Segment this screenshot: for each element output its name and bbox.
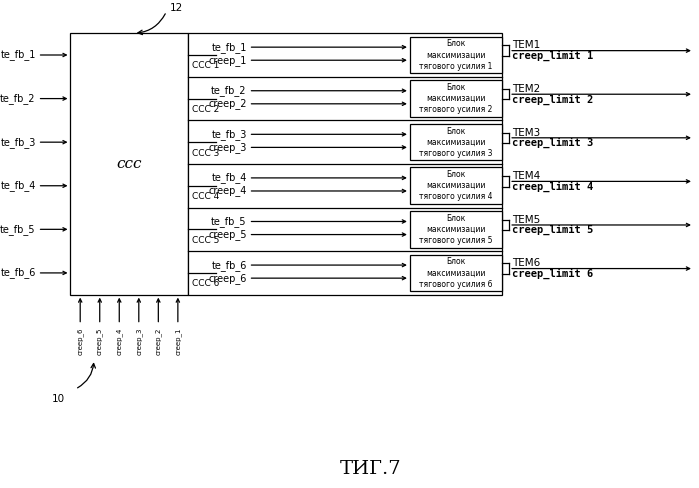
Text: te_fb_5: te_fb_5 bbox=[0, 224, 36, 235]
Text: te_fb_4: te_fb_4 bbox=[211, 172, 247, 183]
Text: Блок
максимизации
тягового усилия 6: Блок максимизации тягового усилия 6 bbox=[419, 257, 493, 288]
Text: creep_limit 5: creep_limit 5 bbox=[512, 225, 593, 235]
Text: Блок
максимизации
тягового усилия 5: Блок максимизации тягового усилия 5 bbox=[419, 214, 493, 245]
Text: creep_4: creep_4 bbox=[208, 185, 247, 197]
Text: ТЕМ6: ТЕМ6 bbox=[512, 258, 540, 268]
Bar bbox=[71, 33, 187, 295]
Text: te_fb_4: te_fb_4 bbox=[1, 180, 36, 191]
Text: creep_limit 4: creep_limit 4 bbox=[512, 182, 593, 192]
Text: creep_5: creep_5 bbox=[208, 229, 247, 240]
Text: creep_1: creep_1 bbox=[175, 327, 181, 355]
Text: CCC 2: CCC 2 bbox=[192, 105, 219, 114]
Text: creep_6: creep_6 bbox=[208, 273, 247, 284]
Text: ТЕМ4: ТЕМ4 bbox=[512, 171, 540, 181]
Text: te_fb_2: te_fb_2 bbox=[211, 85, 247, 96]
Text: te_fb_6: te_fb_6 bbox=[211, 260, 247, 270]
Text: te_fb_5: te_fb_5 bbox=[211, 216, 247, 227]
Text: CCC 1: CCC 1 bbox=[192, 61, 219, 70]
Text: te_fb_3: te_fb_3 bbox=[211, 129, 247, 140]
Bar bbox=[410, 211, 502, 247]
Text: te_fb_3: te_fb_3 bbox=[1, 137, 36, 147]
Text: ТЕМ2: ТЕМ2 bbox=[512, 84, 540, 94]
Text: ТЕМ3: ТЕМ3 bbox=[512, 127, 540, 138]
Bar bbox=[410, 37, 502, 73]
Text: ТЕМ5: ТЕМ5 bbox=[512, 215, 540, 225]
Text: creep_5: creep_5 bbox=[96, 327, 103, 355]
Bar bbox=[410, 124, 502, 161]
Text: CCC 4: CCC 4 bbox=[192, 192, 219, 201]
Text: creep_limit 2: creep_limit 2 bbox=[512, 94, 593, 104]
Text: 12: 12 bbox=[169, 3, 182, 13]
Text: Блок
максимизации
тягового усилия 3: Блок максимизации тягового усилия 3 bbox=[419, 126, 493, 158]
Text: creep_3: creep_3 bbox=[136, 327, 142, 355]
Text: CCC 6: CCC 6 bbox=[192, 279, 219, 288]
Text: ТЕМ1: ТЕМ1 bbox=[512, 41, 540, 50]
Text: te_fb_6: te_fb_6 bbox=[1, 267, 36, 278]
Text: te_fb_1: te_fb_1 bbox=[1, 50, 36, 61]
Text: creep_limit 1: creep_limit 1 bbox=[512, 51, 593, 61]
Text: CCC 5: CCC 5 bbox=[192, 236, 219, 244]
Text: te_fb_1: te_fb_1 bbox=[211, 41, 247, 53]
Text: ΤИГ.7: ΤИГ.7 bbox=[340, 460, 401, 478]
Bar bbox=[187, 33, 502, 295]
Text: ccc: ccc bbox=[116, 157, 142, 171]
Text: CCC 3: CCC 3 bbox=[192, 148, 219, 158]
Text: creep_4: creep_4 bbox=[116, 327, 122, 355]
Text: creep_limit 6: creep_limit 6 bbox=[512, 269, 593, 279]
Text: creep_2: creep_2 bbox=[155, 327, 161, 355]
Text: creep_6: creep_6 bbox=[77, 327, 84, 355]
Text: te_fb_2: te_fb_2 bbox=[0, 93, 36, 104]
Text: 10: 10 bbox=[52, 394, 65, 404]
Text: creep_3: creep_3 bbox=[208, 142, 247, 153]
Text: Блок
максимизации
тягового усилия 1: Блок максимизации тягового усилия 1 bbox=[419, 40, 492, 71]
Text: creep_limit 3: creep_limit 3 bbox=[512, 138, 593, 148]
Bar bbox=[410, 81, 502, 117]
Bar bbox=[410, 167, 502, 204]
Text: Блок
максимизации
тягового усилия 4: Блок максимизации тягового усилия 4 bbox=[419, 170, 493, 202]
Text: creep_1: creep_1 bbox=[208, 55, 247, 66]
Bar bbox=[410, 255, 502, 291]
Text: Блок
максимизации
тягового усилия 2: Блок максимизации тягового усилия 2 bbox=[419, 83, 492, 114]
Text: creep_2: creep_2 bbox=[208, 99, 247, 109]
